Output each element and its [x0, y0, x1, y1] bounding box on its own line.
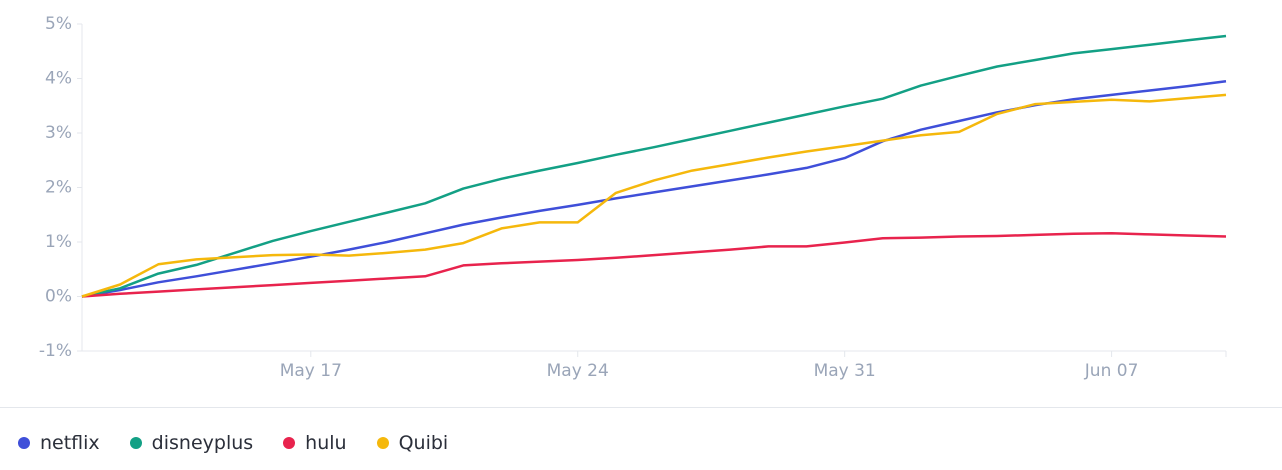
y-tick-label: 5% [45, 14, 72, 34]
legend-label: netflix [40, 432, 100, 454]
y-tick-label: 1% [45, 232, 72, 252]
legend-item[interactable]: Quibi [376, 432, 449, 454]
legend-swatch [376, 437, 389, 449]
separator [0, 407, 1282, 408]
x-tick-label: May 31 [814, 361, 876, 381]
y-tick-label: 0% [45, 287, 72, 307]
y-tick-label: 4% [45, 69, 72, 89]
y-tick-label: 2% [45, 178, 72, 198]
legend-label: Quibi [398, 432, 449, 454]
legend-swatch [283, 437, 296, 449]
series-line [81, 93, 1227, 298]
series-line [81, 79, 1227, 298]
legend: netflix disneyplus hulu Quibi [18, 432, 448, 454]
series-line [81, 232, 1227, 298]
y-tick-label: 3% [45, 123, 72, 143]
legend-item[interactable]: hulu [283, 432, 347, 454]
x-tick-label: Jun 07 [1084, 361, 1139, 381]
chart: -1% 0% 1% 2% 3% 4% 5% May 17 May 24 May 31 Jun 07 [39, 14, 1227, 381]
legend-label: disneyplus [151, 432, 254, 454]
legend-swatch [18, 437, 30, 449]
x-tick-label: May 17 [280, 361, 342, 381]
legend-label: hulu [305, 432, 347, 454]
legend-swatch [129, 437, 142, 449]
y-tick-label: -1% [39, 341, 72, 361]
legend-item[interactable]: netflix [18, 432, 100, 454]
x-tick-label: May 24 [547, 361, 609, 381]
legend-item[interactable]: disneyplus [129, 432, 254, 454]
series-line [81, 34, 1227, 298]
